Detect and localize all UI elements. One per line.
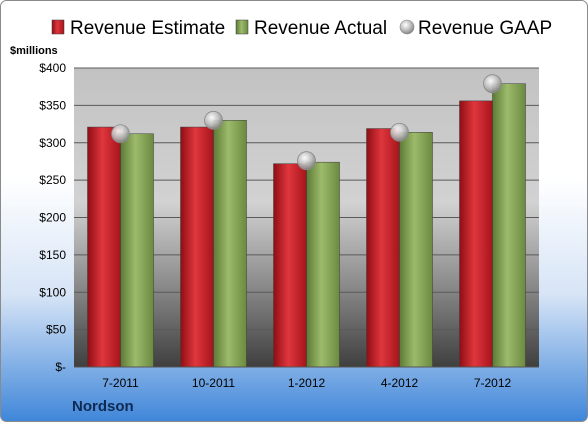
bar-revenue-actual-7-2011 (120, 133, 154, 368)
marker-revenue-gaap-10-2011 (204, 110, 223, 130)
y-axis-ticks: $- $50 $100 $150 $200 $250 $300 $350 $400 (39, 61, 66, 374)
x-tick-label: 1-2012 (288, 376, 326, 390)
x-tick-label: 7-2012 (474, 376, 512, 390)
legend-label: Revenue Actual (254, 18, 387, 39)
gaap-markers (111, 74, 502, 171)
marker-revenue-gaap-7-2012 (483, 74, 502, 94)
x-tick-label: 7-2011 (102, 376, 139, 390)
x-tick-label: 4-2012 (381, 376, 419, 390)
bar-revenue-actual-1-2012 (306, 161, 340, 368)
bar-revenue-estimate-10-2011 (180, 126, 214, 368)
bars (87, 83, 526, 368)
y-tick-label: $350 (39, 98, 66, 112)
y-tick-label: $300 (39, 136, 66, 150)
bar-revenue-estimate-7-2012 (459, 100, 493, 368)
y-tick-label: $150 (39, 248, 66, 262)
bar-revenue-actual-10-2011 (213, 120, 247, 368)
y-tick-label: $400 (39, 61, 66, 75)
x-axis-ticks: 7-2011 10-2011 1-2012 4-2012 7-2012 (102, 376, 511, 390)
bar-revenue-actual-4-2012 (399, 132, 433, 368)
legend-label: Revenue GAAP (418, 18, 552, 39)
legend-swatch (399, 19, 415, 35)
marker-revenue-gaap-4-2012 (390, 122, 409, 142)
y-tick-label: $50 (46, 323, 66, 337)
legend-swatch (51, 19, 65, 35)
legend-label: Revenue Estimate (70, 18, 225, 39)
marker-revenue-gaap-7-2011 (111, 124, 130, 144)
marker-revenue-gaap-1-2012 (297, 151, 316, 171)
y-tick-label: $200 (39, 211, 66, 225)
y-tick-label: $250 (39, 173, 66, 187)
bar-revenue-estimate-1-2012 (273, 163, 307, 368)
legend: Revenue Estimate Revenue Actual Revenue GA… (51, 18, 552, 39)
y-tick-label: $- (55, 360, 66, 374)
company-name: Nordson (72, 398, 134, 415)
legend-item-revenue-actual: Revenue Actual (235, 18, 387, 39)
y-axis-unit-label: $millions (10, 45, 58, 57)
bar-revenue-estimate-4-2012 (366, 128, 400, 368)
y-tick-label: $100 (39, 285, 66, 299)
bar-revenue-estimate-7-2011 (87, 126, 121, 368)
legend-item-revenue-estimate: Revenue Estimate (51, 18, 225, 39)
x-tick-label: 10-2011 (192, 376, 235, 390)
legend-swatch (235, 19, 249, 35)
bar-revenue-actual-7-2012 (492, 83, 526, 368)
legend-item-revenue-gaap: Revenue GAAP (399, 18, 552, 39)
